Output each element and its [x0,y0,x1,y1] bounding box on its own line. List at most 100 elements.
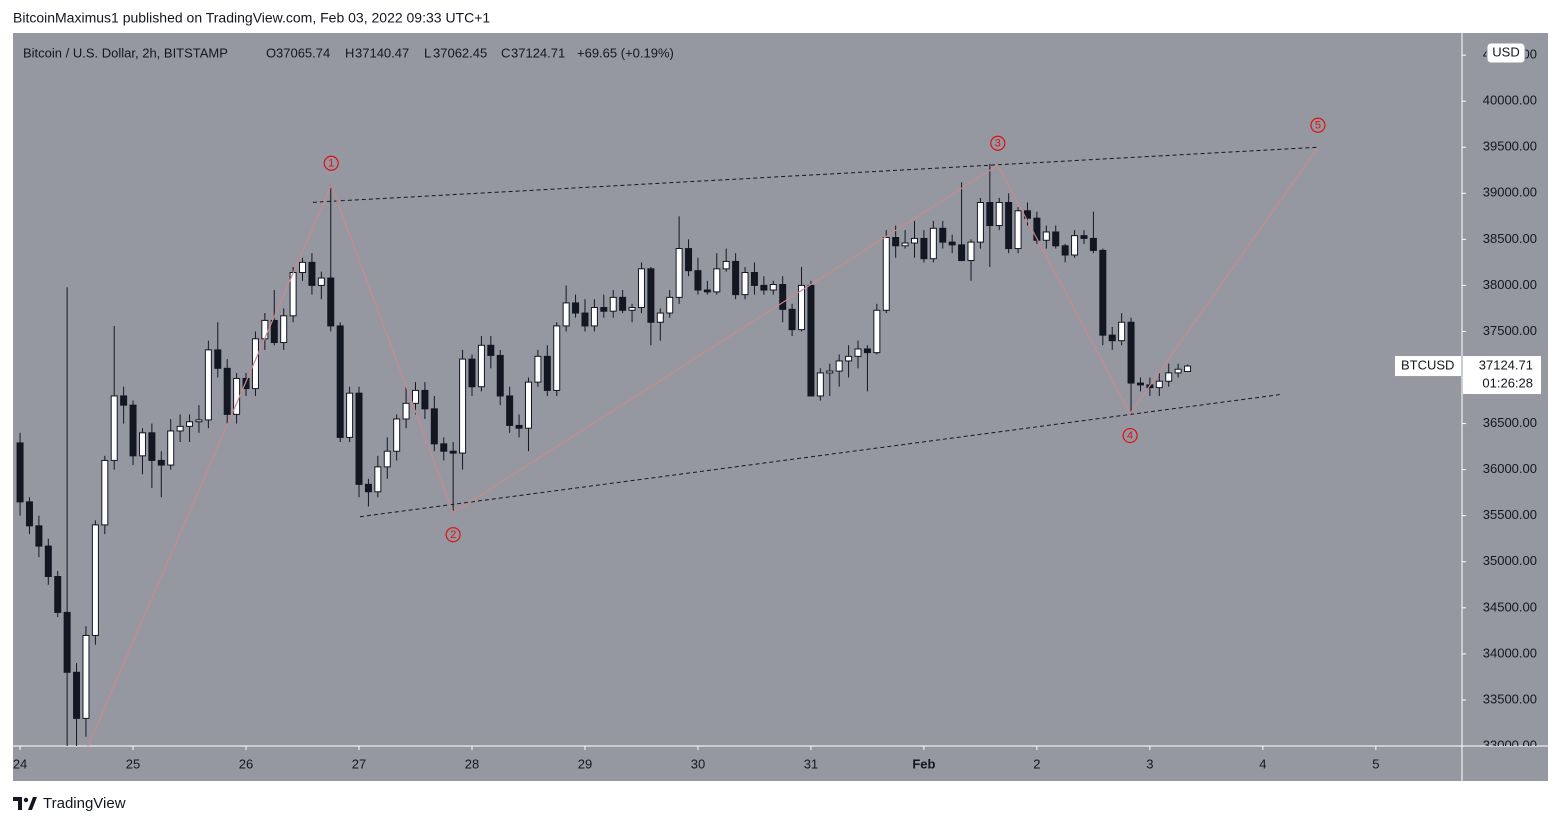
candle-body [534,355,542,383]
candle-body [581,312,589,327]
candle-body [666,296,674,314]
candle-body [967,241,975,262]
candle-body [741,272,749,296]
candle-body [769,283,777,291]
candle-body [449,450,457,454]
x-tick-label: 30 [691,756,705,771]
price-tag [1463,356,1541,395]
candle-body [280,315,288,344]
candle-body [1052,231,1060,247]
candle-body [986,201,994,227]
candle-body [845,355,853,362]
candle-body [562,302,570,327]
ohlc-prefix: H [345,45,354,60]
candle-body [958,244,966,262]
candle-body [647,268,655,323]
currency-badge [1486,42,1526,64]
candle-body [261,319,269,340]
candle-body [929,227,937,260]
candle-body [63,611,71,673]
wave-label: 3 [995,138,1001,150]
price-change: +69.65 (+0.19%) [577,45,674,60]
candle-body [515,424,523,429]
countdown: 01:26:28 [1482,375,1533,390]
y-tick-label: 35000.00 [1483,553,1537,568]
y-tick-label: 39000.00 [1483,185,1537,200]
candle-body [374,466,382,493]
candle-body [412,389,419,404]
y-tick-label: 38000.00 [1483,277,1537,292]
candle-body [911,237,919,244]
candle-body [336,325,344,438]
candle-body [760,284,768,291]
wave-zigzag [87,146,1319,747]
x-tick-label: 3 [1146,756,1153,771]
candle-body [223,367,231,415]
candle-body [129,404,137,457]
candle-body [807,284,815,397]
y-tick-label: 40000.00 [1483,93,1537,108]
chart-title: Bitcoin / U.S. Dollar, 2h, BITSTAMP [23,45,228,60]
wave-label-circle [1310,117,1326,133]
candle-body [637,268,645,309]
candle-body [572,302,580,314]
candle-body [694,270,702,291]
candle-body [402,402,410,420]
candle-body [468,358,476,388]
candle-body [459,358,467,454]
candle-body [477,344,485,388]
candle-body [1080,235,1088,239]
candle-body [863,348,871,354]
candle-body [1165,372,1173,382]
candle-body [703,289,711,293]
candle-body [1099,249,1107,336]
candle-body [195,419,203,423]
candle-body [364,483,372,493]
x-tick-label: 31 [804,756,818,771]
candle-body [16,442,24,503]
candle-body [920,237,928,260]
candle-body [167,430,175,466]
candle-body [430,408,438,445]
candle-body [788,308,796,331]
x-tick-label: 24 [13,756,27,771]
currency-label: USD [1492,44,1519,59]
y-tick-label: 36500.00 [1483,415,1537,430]
candle-body [73,671,81,719]
candle-body [816,372,824,397]
candle-body [619,296,627,311]
candle-body [995,201,1003,227]
candle-body [1089,237,1097,251]
price-tag-value: 37124.71 [1479,357,1533,372]
candle-body [1174,368,1182,374]
candle-body [1118,321,1126,342]
candle-body [1184,365,1192,372]
y-tick-label: 33500.00 [1483,691,1537,706]
wave-label-circle [445,527,461,543]
candle-body [543,355,551,391]
ohlc-prefix: L [424,45,431,60]
candle-body [553,325,561,391]
candle-body [609,296,617,312]
wave-label-circle [323,155,339,171]
candle-body [393,418,401,452]
ohlc-prefix: C [501,45,510,60]
y-tick-label: 39500.00 [1483,139,1537,154]
x-tick-label: Feb [912,756,935,771]
candle-body [901,242,909,247]
ohlc-value: 37065.74 [276,45,330,60]
candle-body [779,283,787,310]
candle-body [1071,235,1079,256]
candle-body [1127,321,1135,384]
candle-body [138,432,146,457]
candle-body [346,392,354,438]
candle-body [1005,201,1013,250]
candle-body [1042,231,1050,241]
candle-body [750,272,758,286]
candle-body [1136,382,1144,386]
candle-body [722,260,730,270]
candle-body [826,370,834,374]
candle-body [628,307,636,311]
